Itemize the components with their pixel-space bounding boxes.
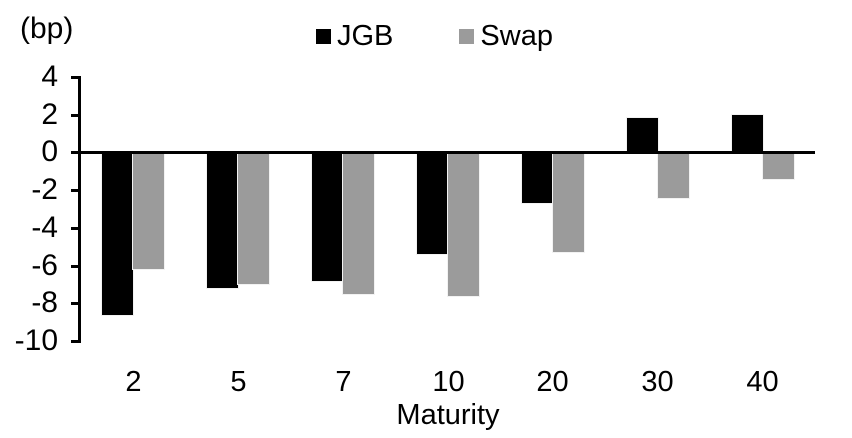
- bar-jgb-2: [101, 151, 134, 316]
- y-tick-label--2: -2: [31, 173, 58, 206]
- legend-item-jgb: JGB: [316, 20, 393, 52]
- y-tick-label-2: 2: [41, 98, 58, 131]
- y-tick-label--4: -4: [31, 211, 58, 244]
- legend-label-swap: Swap: [480, 20, 553, 52]
- y-tick-mark--8: [71, 302, 80, 305]
- bar-jgb-40: [731, 114, 764, 153]
- y-tick-label--10: -10: [14, 324, 58, 357]
- y-tick-mark--2: [71, 189, 80, 192]
- bar-jgb-30: [626, 117, 659, 153]
- bar-jgb-7: [311, 151, 344, 282]
- y-tick-mark--10: [71, 340, 80, 343]
- bar-swap-30: [657, 151, 690, 199]
- y-axis-line: [78, 76, 81, 343]
- bar-swap-2: [132, 151, 165, 270]
- x-label-2: 2: [125, 366, 142, 398]
- x-axis-title: Maturity: [396, 399, 500, 431]
- bar-jgb-10: [416, 151, 449, 255]
- zero-line: [78, 151, 815, 154]
- legend: JGB Swap: [316, 20, 553, 52]
- y-tick-mark--6: [71, 265, 80, 268]
- bar-swap-10: [447, 151, 480, 297]
- swap-swatch-icon: [459, 28, 475, 44]
- y-tick-label-0: 0: [41, 135, 58, 168]
- bar-swap-20: [552, 151, 585, 253]
- y-tick-mark--4: [71, 227, 80, 230]
- y-tick-label-4: 4: [41, 60, 58, 93]
- x-label-5: 5: [230, 366, 247, 398]
- bar-jgb-5: [206, 151, 239, 289]
- y-tick-mark-0: [71, 151, 80, 154]
- y-tick-label--6: -6: [31, 249, 58, 282]
- x-label-30: 30: [641, 366, 674, 398]
- bar-swap-5: [237, 151, 270, 285]
- x-label-40: 40: [746, 366, 779, 398]
- y-axis-unit-label: (bp): [20, 12, 74, 45]
- y-tick-label--8: -8: [31, 286, 58, 319]
- legend-item-swap: Swap: [459, 20, 553, 52]
- jgb-swatch-icon: [316, 28, 331, 44]
- bar-swap-7: [342, 151, 375, 295]
- x-label-7: 7: [335, 366, 352, 398]
- x-label-10: 10: [432, 366, 465, 398]
- bar-swap-40: [762, 151, 795, 180]
- y-tick-mark-2: [71, 114, 80, 117]
- x-label-20: 20: [536, 366, 569, 398]
- y-tick-mark-4: [71, 76, 80, 79]
- bar-jgb-20: [521, 151, 554, 204]
- legend-label-jgb: JGB: [337, 20, 394, 52]
